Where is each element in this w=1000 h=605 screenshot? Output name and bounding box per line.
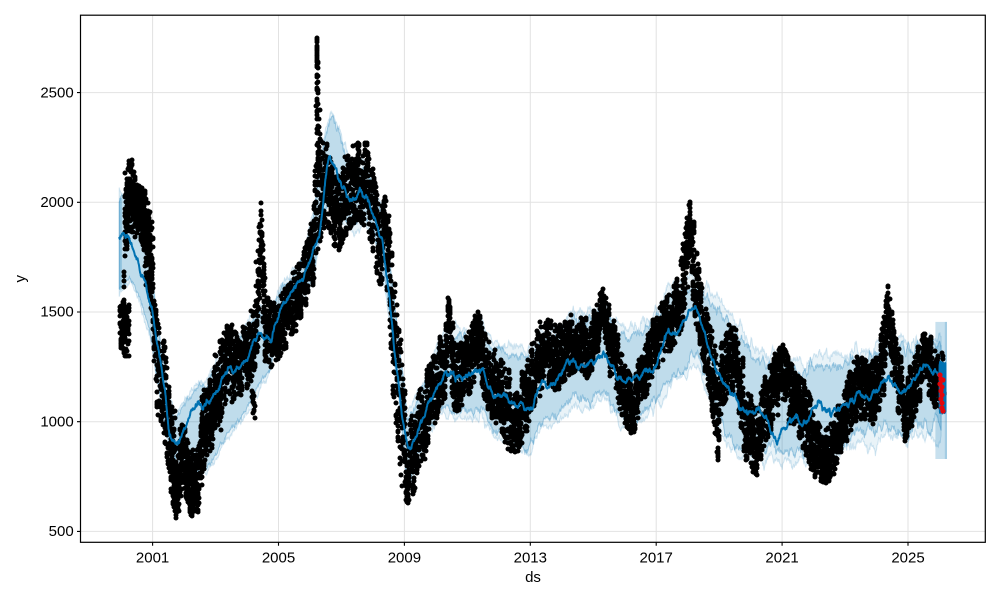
svg-text:1000: 1000 (40, 413, 73, 430)
svg-text:500: 500 (49, 523, 74, 540)
svg-text:2001: 2001 (136, 550, 169, 567)
svg-text:2017: 2017 (640, 550, 673, 567)
svg-text:2021: 2021 (765, 550, 798, 567)
svg-text:2013: 2013 (514, 550, 547, 567)
svg-text:1500: 1500 (40, 304, 73, 321)
svg-text:2000: 2000 (40, 194, 73, 211)
svg-text:ds: ds (525, 569, 541, 586)
svg-text:2025: 2025 (891, 550, 924, 567)
svg-text:2500: 2500 (40, 84, 73, 101)
svg-text:2009: 2009 (388, 550, 421, 567)
svg-text:2005: 2005 (262, 550, 295, 567)
svg-text:y: y (12, 275, 29, 283)
